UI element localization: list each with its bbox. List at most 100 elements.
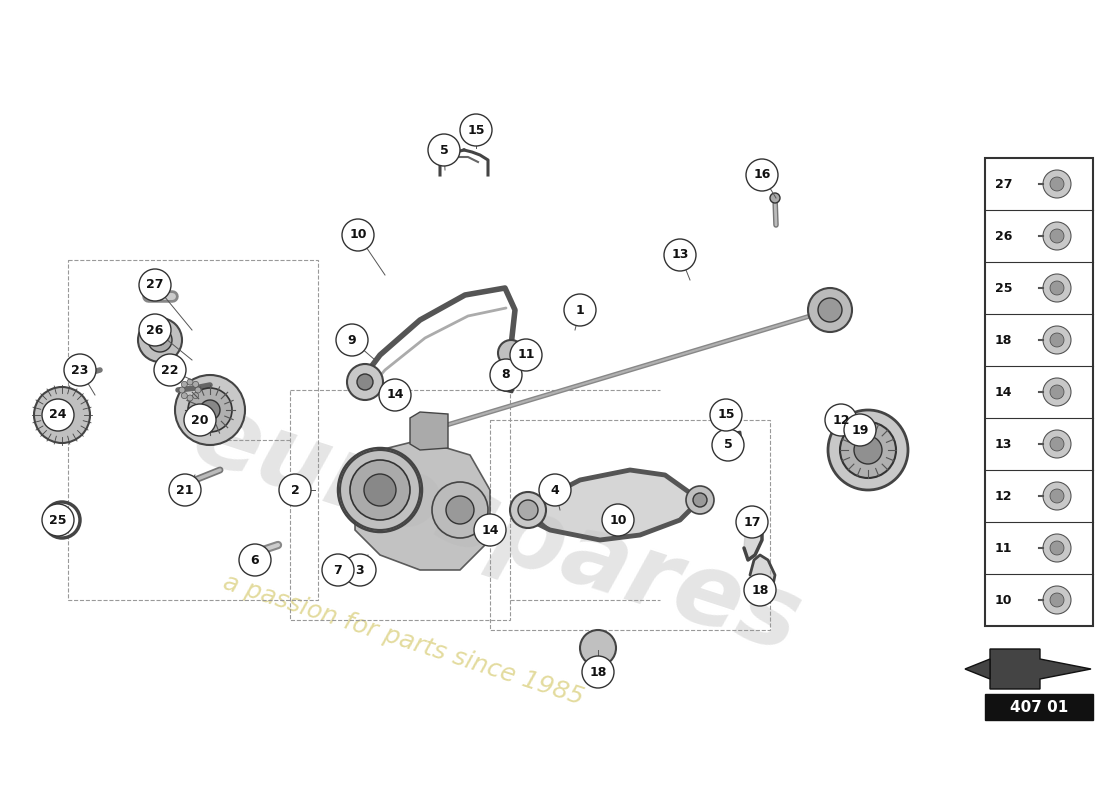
Text: 6: 6 — [251, 554, 260, 566]
Circle shape — [346, 364, 383, 400]
Text: 7: 7 — [333, 563, 342, 577]
Circle shape — [686, 486, 714, 514]
Circle shape — [498, 340, 524, 366]
Circle shape — [139, 314, 170, 346]
Text: 3: 3 — [355, 563, 364, 577]
Polygon shape — [965, 659, 990, 679]
Circle shape — [828, 410, 907, 490]
Text: 13: 13 — [671, 249, 689, 262]
Text: 5: 5 — [440, 143, 449, 157]
Circle shape — [446, 496, 474, 524]
Circle shape — [825, 404, 857, 436]
Circle shape — [179, 387, 185, 393]
Circle shape — [379, 379, 411, 411]
Bar — [490, 420, 770, 630]
Circle shape — [1043, 326, 1071, 354]
Circle shape — [1050, 281, 1064, 295]
Circle shape — [1050, 489, 1064, 503]
Text: 1: 1 — [575, 303, 584, 317]
Circle shape — [744, 574, 775, 606]
Text: 27: 27 — [996, 178, 1012, 190]
Circle shape — [358, 374, 373, 390]
Circle shape — [187, 395, 192, 401]
Circle shape — [58, 411, 66, 419]
Text: 11: 11 — [517, 349, 535, 362]
Circle shape — [1043, 534, 1071, 562]
Text: 15: 15 — [468, 123, 485, 137]
Text: 22: 22 — [162, 363, 178, 377]
Polygon shape — [748, 555, 775, 600]
Circle shape — [366, 476, 394, 504]
Circle shape — [195, 387, 201, 393]
Text: 14: 14 — [386, 389, 404, 402]
Circle shape — [1043, 482, 1071, 510]
Text: 4: 4 — [551, 483, 560, 497]
Circle shape — [175, 375, 245, 445]
Circle shape — [664, 239, 696, 271]
Circle shape — [200, 400, 220, 420]
Text: 15: 15 — [717, 409, 735, 422]
Text: 17: 17 — [744, 515, 761, 529]
Circle shape — [184, 404, 216, 436]
Circle shape — [1043, 586, 1071, 614]
Text: 10: 10 — [350, 229, 366, 242]
Circle shape — [1043, 378, 1071, 406]
Circle shape — [1043, 430, 1071, 458]
Circle shape — [192, 382, 199, 387]
Polygon shape — [528, 470, 700, 540]
Circle shape — [582, 656, 614, 688]
Circle shape — [1043, 274, 1071, 302]
Circle shape — [854, 436, 882, 464]
Text: 10: 10 — [996, 594, 1012, 606]
Circle shape — [1050, 177, 1064, 191]
Circle shape — [156, 292, 164, 300]
Circle shape — [169, 474, 201, 506]
Text: 18: 18 — [996, 334, 1012, 346]
Circle shape — [602, 504, 634, 536]
Circle shape — [808, 288, 852, 332]
Text: 11: 11 — [996, 542, 1012, 554]
Text: 407 01: 407 01 — [1010, 699, 1068, 714]
Circle shape — [352, 462, 408, 518]
Circle shape — [336, 324, 368, 356]
Circle shape — [342, 219, 374, 251]
Circle shape — [182, 382, 187, 387]
Circle shape — [1050, 333, 1064, 347]
Circle shape — [344, 554, 376, 586]
Circle shape — [188, 388, 232, 432]
Circle shape — [42, 399, 74, 431]
Text: 18: 18 — [751, 583, 769, 597]
Circle shape — [710, 399, 742, 431]
Circle shape — [1050, 229, 1064, 243]
Text: 27: 27 — [146, 278, 164, 291]
Text: 18: 18 — [590, 666, 607, 678]
Circle shape — [1050, 541, 1064, 555]
Circle shape — [539, 474, 571, 506]
Circle shape — [500, 379, 512, 391]
Circle shape — [693, 493, 707, 507]
Text: 23: 23 — [72, 363, 89, 377]
Text: 5: 5 — [724, 438, 733, 451]
Text: 10: 10 — [609, 514, 627, 526]
Text: 25: 25 — [50, 514, 67, 526]
Circle shape — [340, 450, 420, 530]
Text: 26: 26 — [996, 230, 1012, 242]
Circle shape — [770, 193, 780, 203]
Circle shape — [350, 460, 410, 520]
Bar — [984, 694, 1093, 720]
Circle shape — [148, 328, 172, 352]
Circle shape — [1050, 437, 1064, 451]
Text: 21: 21 — [176, 483, 194, 497]
Text: 24: 24 — [50, 409, 67, 422]
Bar — [290, 390, 510, 620]
Circle shape — [239, 544, 271, 576]
Text: eurospares: eurospares — [180, 386, 812, 674]
Circle shape — [712, 429, 744, 461]
Circle shape — [746, 159, 778, 191]
Circle shape — [432, 482, 488, 538]
Circle shape — [155, 335, 165, 345]
Circle shape — [279, 474, 311, 506]
Text: 16: 16 — [754, 169, 771, 182]
Circle shape — [460, 114, 492, 146]
Polygon shape — [355, 440, 490, 570]
